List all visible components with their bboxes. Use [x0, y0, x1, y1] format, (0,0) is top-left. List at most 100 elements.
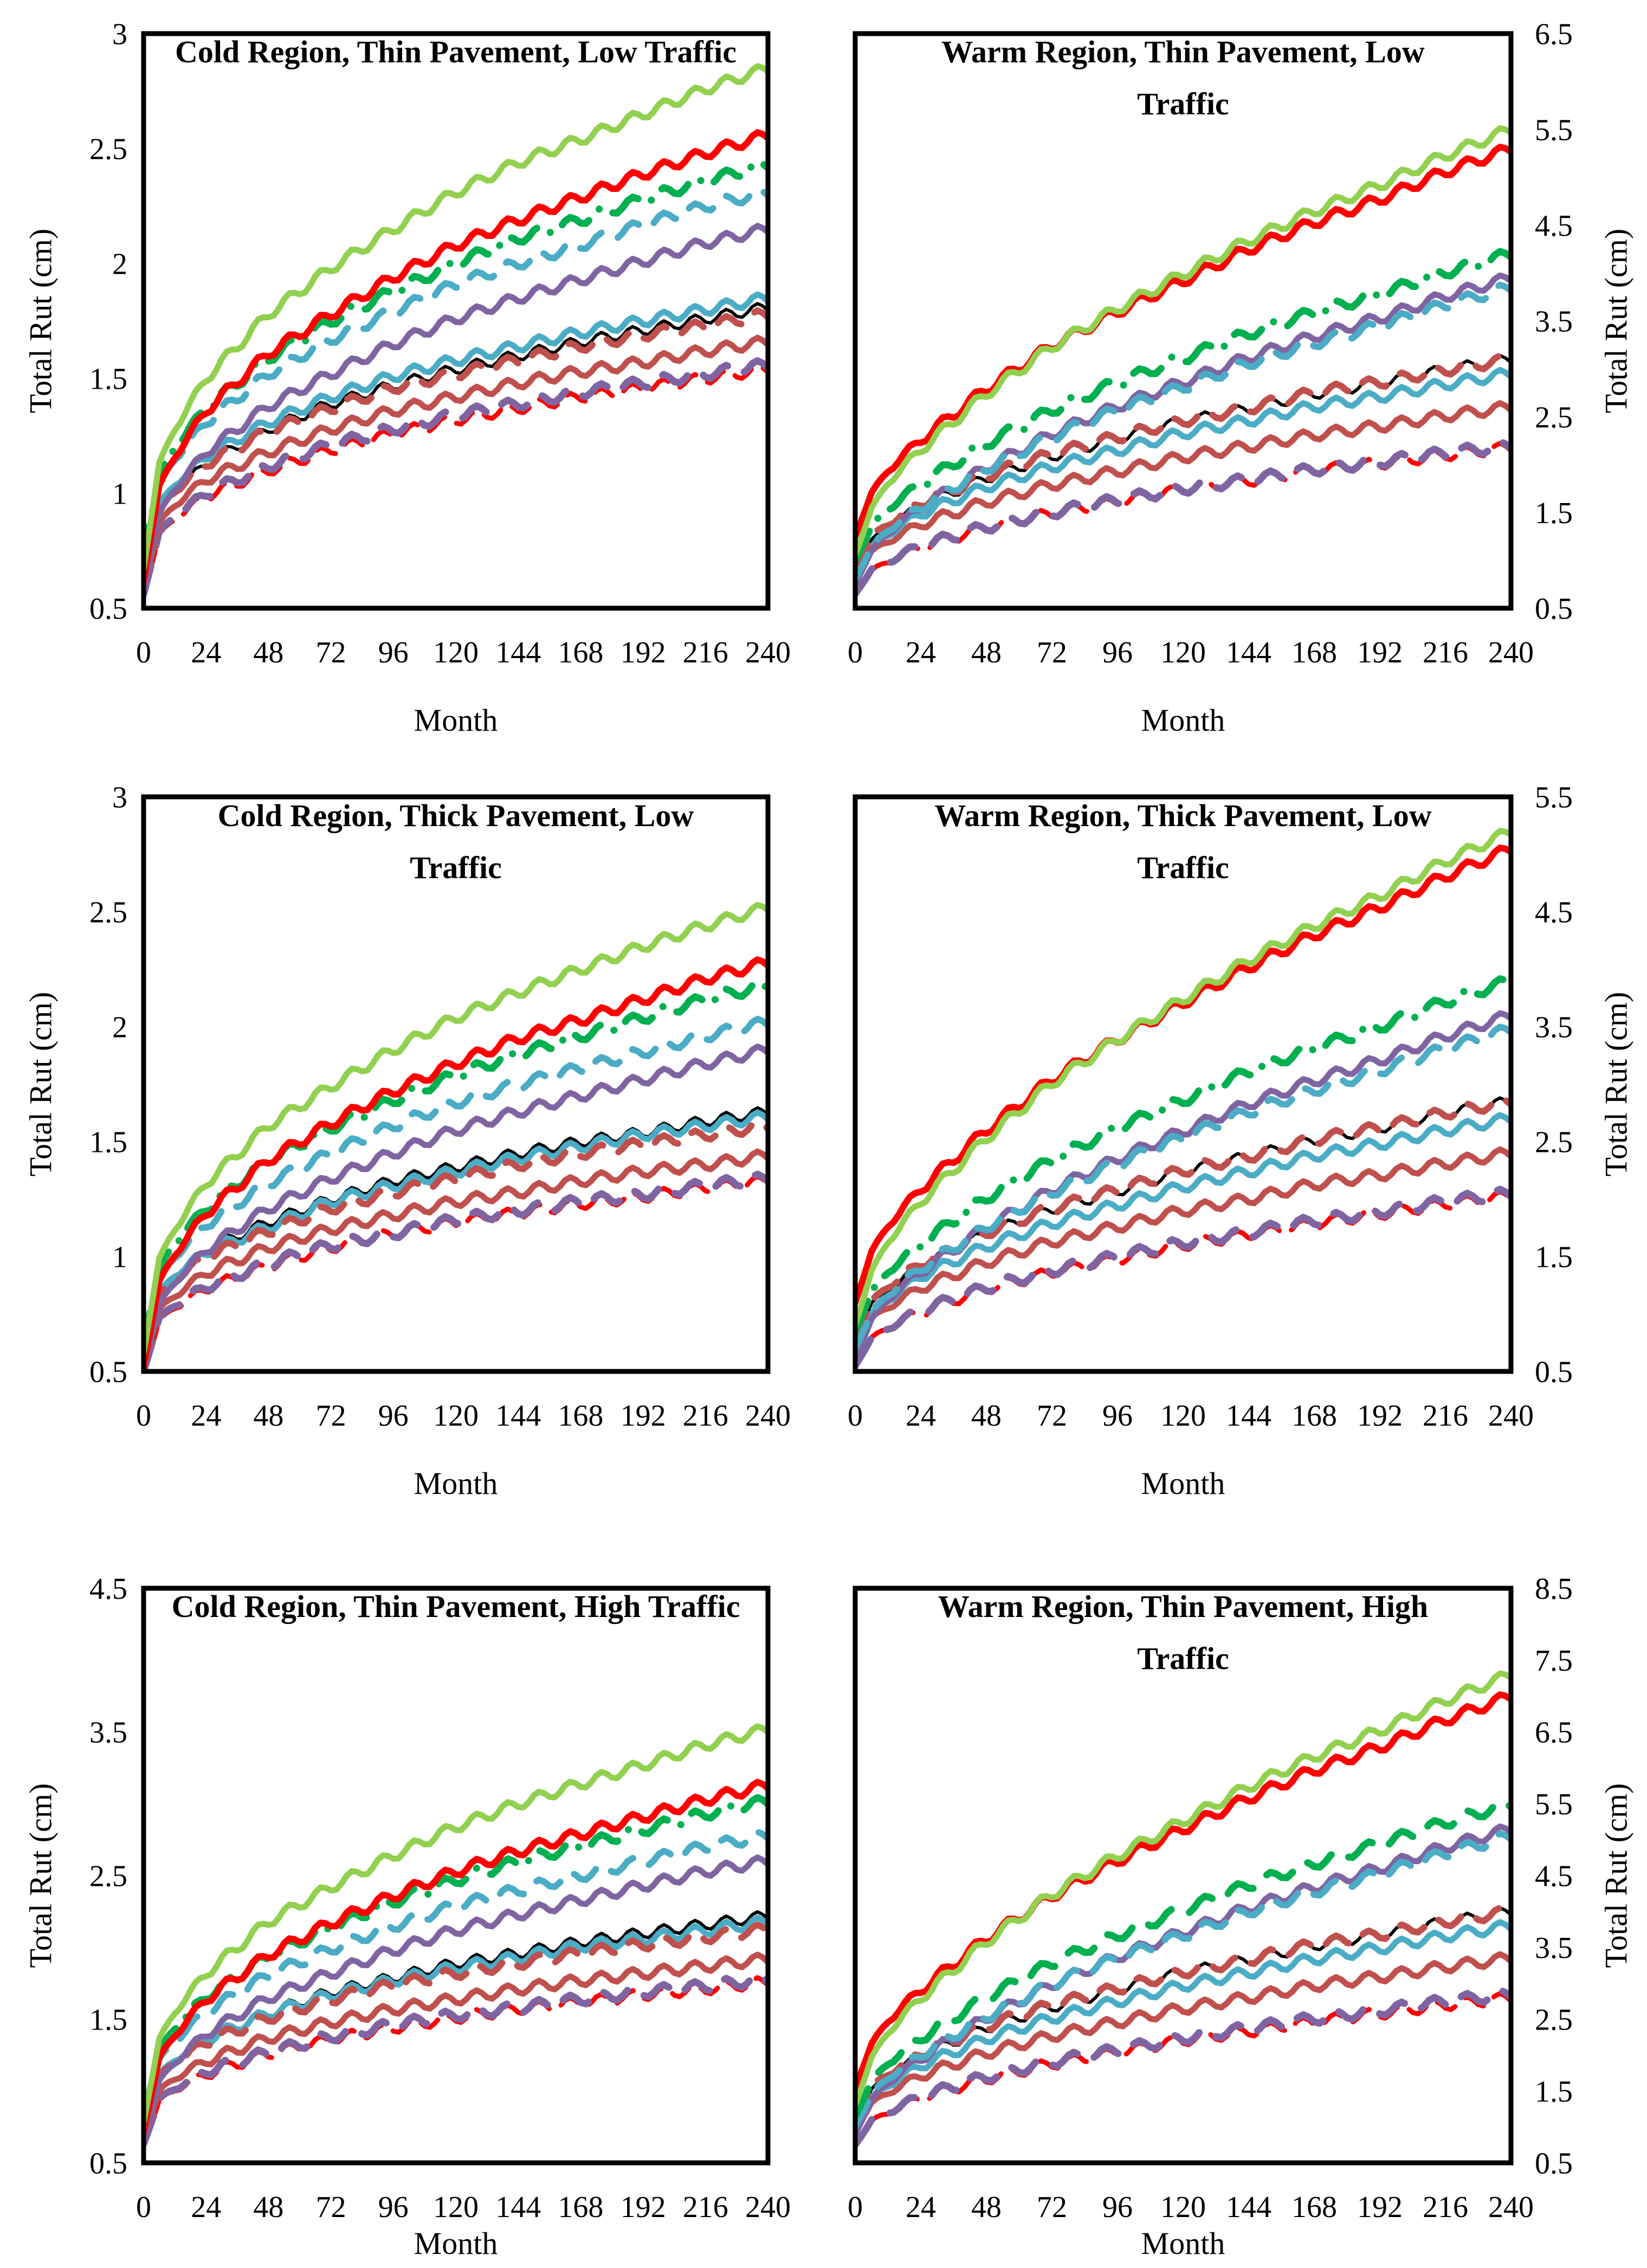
- y-tick-label: 4.5: [1535, 209, 1573, 243]
- x-tick-label: 48: [971, 2190, 1002, 2224]
- x-tick-label: 0: [136, 1399, 151, 1433]
- x-tick-label: 168: [558, 1399, 603, 1433]
- x-tick-label: 216: [683, 1399, 728, 1433]
- x-tick-label: 216: [1423, 636, 1468, 669]
- x-tick-label: 240: [1488, 1399, 1534, 1433]
- y-axis-label: Total Rut (cm): [1598, 991, 1634, 1177]
- x-axis-label: Month: [414, 1466, 498, 1501]
- series-line-brown-dashed: [146, 307, 766, 583]
- series-line-brown-solid: [857, 400, 1509, 582]
- y-tick-label: 0.5: [89, 592, 127, 626]
- x-tick-label: 48: [971, 1399, 1002, 1433]
- x-tick-label: 144: [495, 636, 541, 669]
- chart-title: Warm Region, Thin Pavement, High Traffic: [938, 1589, 1429, 1676]
- x-tick-label: 0: [848, 1399, 863, 1433]
- plot-area: [146, 63, 766, 598]
- plot-area: [146, 1723, 766, 2147]
- y-tick-label: 4.5: [89, 1573, 127, 1606]
- x-axis-label: Month: [1141, 703, 1225, 738]
- x-tick-label: 96: [378, 2190, 409, 2224]
- y-tick-label: 3.5: [1535, 1931, 1573, 1965]
- y-tick-label: 0.5: [1535, 2147, 1573, 2181]
- x-tick-label: 168: [558, 2190, 603, 2224]
- x-tick-label: 120: [433, 1399, 479, 1433]
- x-tick-label: 120: [1160, 1399, 1206, 1433]
- x-tick-label: 24: [906, 2190, 936, 2224]
- plot-area: [146, 901, 766, 1369]
- x-tick-label: 48: [253, 2190, 283, 2224]
- series-line-green-dash-dot: [146, 978, 766, 1347]
- x-tick-label: 0: [848, 2190, 863, 2224]
- y-tick-label: 1.5: [1535, 1241, 1573, 1274]
- chart-cold-thin-high-traffic: 0 24 48 72 96 120 144 168 192 216 240 0.5 1.5 2.5 3.5 4…: [0, 1512, 823, 2268]
- series-line-purple-solid: [146, 1854, 766, 2142]
- series-line-brown-solid: [146, 1951, 766, 2142]
- y-tick-label: 1.5: [89, 363, 127, 396]
- x-tick-label: 24: [191, 2190, 221, 2224]
- x-tick-label: 96: [1102, 2190, 1133, 2224]
- chart-warm-thin-high-traffic: 0 24 48 72 96 120 144 168 192 216 240 0.5 1.5 2.5 3.5 4…: [824, 1512, 1647, 2268]
- series-line-light-green-solid: [857, 1670, 1509, 2108]
- series-line-red-solid: [857, 1691, 1509, 2090]
- x-axis-label: Month: [414, 2226, 498, 2261]
- x-tick-label: 120: [433, 2190, 479, 2224]
- x-tick-label: 168: [1291, 1399, 1337, 1433]
- x-tick-label: 72: [316, 2190, 346, 2224]
- x-tick-label: 48: [253, 636, 283, 669]
- series-line-red-solid: [857, 144, 1509, 539]
- series-line-cyan-dashed: [857, 1023, 1509, 1351]
- series-line-teal-solid: [857, 1112, 1509, 1353]
- series-line-purple-dashed: [857, 437, 1509, 597]
- x-tick-label: 240: [1488, 2190, 1534, 2224]
- plot-frame: [852, 794, 1514, 1374]
- y-tick-label: 5.5: [1535, 781, 1573, 815]
- series-line-brown-dashed: [146, 1921, 766, 2134]
- x-axis-label: Month: [1141, 2226, 1225, 2261]
- y-axis-label: Total Rut (cm): [23, 991, 59, 1177]
- y-tick-label: 2.5: [1535, 401, 1573, 434]
- y-axis-label: Total Rut (cm): [1598, 1783, 1634, 1968]
- y-tick-label: 1.5: [89, 1126, 127, 1159]
- series-line-cyan-dashed: [857, 281, 1509, 582]
- y-tick-label: 5.5: [1535, 113, 1573, 147]
- y-tick-label: 2: [112, 1011, 127, 1045]
- series-line-teal-solid: [146, 1915, 766, 2134]
- x-tick-label: 240: [745, 636, 791, 669]
- x-tick-label: 192: [621, 636, 666, 669]
- series-line-purple-dashed: [146, 1170, 766, 1369]
- x-tick-label: 120: [1160, 2190, 1206, 2224]
- plot-frame: [141, 1586, 771, 2166]
- y-tick-label: 3: [112, 18, 127, 51]
- x-tick-label: 24: [906, 1399, 936, 1433]
- chart-cold-thin-low-traffic: 0 24 48 72 96 120 144 168 192 216 240 0.5 1 1.5 2 2.5 3 …: [0, 0, 823, 756]
- series-line-light-green-solid: [146, 901, 766, 1355]
- y-tick-label: 3.5: [89, 1716, 127, 1750]
- y-tick-label: 3.5: [1535, 1011, 1573, 1045]
- x-tick-label: 168: [558, 636, 603, 669]
- series-line-teal-solid: [857, 366, 1509, 582]
- x-tick-label: 0: [848, 636, 863, 669]
- x-tick-label: 72: [1037, 636, 1067, 669]
- x-tick-label: 144: [1226, 636, 1271, 669]
- y-tick-label: 5.5: [1535, 1788, 1573, 1821]
- y-tick-label: 0.5: [1535, 1356, 1573, 1389]
- y-tick-label: 7.5: [1535, 1644, 1573, 1678]
- chart-title: Cold Region, Thin Pavement, High Traffic: [171, 1589, 740, 1624]
- chart-cold-thick-low-traffic: 0 24 48 72 96 120 144 168 192 216 240 0.5 1 1.5 2 2.5 3 …: [0, 756, 823, 1512]
- x-tick-label: 96: [1102, 1399, 1133, 1433]
- chart-canvas-cold-thick-low: 0 24 48 72 96 120 144 168 192 216 240 0.5 1 1.5 2 2.5 3: [89, 781, 791, 1433]
- x-tick-label: 48: [253, 1399, 283, 1433]
- x-tick-label: 120: [1160, 636, 1206, 669]
- x-axis-label: Month: [1141, 1466, 1225, 1501]
- x-tick-label: 96: [378, 636, 409, 669]
- series-line-brown-dashed: [146, 1118, 766, 1363]
- chart-title: Warm Region, Thick Pavement, Low Traffic: [934, 798, 1432, 885]
- x-tick-label: 216: [683, 2190, 728, 2224]
- series-line-cyan-dashed: [146, 185, 766, 565]
- series-line-brown-solid: [146, 334, 766, 592]
- y-tick-label: 0.5: [89, 2147, 127, 2181]
- y-tick-label: 6.5: [1535, 18, 1573, 51]
- plot-frame: [852, 1586, 1514, 2166]
- x-tick-label: 192: [621, 1399, 666, 1433]
